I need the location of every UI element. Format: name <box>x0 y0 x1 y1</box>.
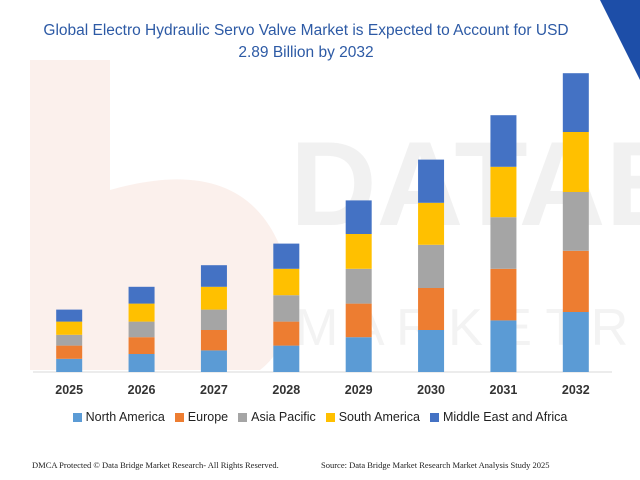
chart-legend: North America Europe Asia Pacific South Ame… <box>0 410 640 424</box>
bar-segment-2029-middle-east-and-africa <box>345 200 372 234</box>
x-tick-label: 2032 <box>562 383 590 397</box>
legend-swatch <box>72 412 82 422</box>
bar-segment-2030-asia-pacific <box>418 244 445 288</box>
bar-segment-2027-south-america <box>200 286 227 310</box>
legend-label: Middle East and Africa <box>443 410 568 424</box>
bar-segment-2029-north-america <box>345 337 372 372</box>
bar-segment-2032-europe <box>562 250 589 312</box>
legend-swatch <box>430 412 440 422</box>
legend-item: Europe <box>174 410 229 424</box>
bar-segment-2031-asia-pacific <box>490 217 517 269</box>
legend-item: Middle East and Africa <box>430 410 567 424</box>
bar-segment-2025-asia-pacific <box>56 334 83 346</box>
legend-label: Asia Pacific <box>251 410 316 424</box>
bar-segment-2030-south-america <box>418 202 445 245</box>
bar-segment-2026-middle-east-and-africa <box>128 286 155 304</box>
bar-segment-2026-europe <box>128 337 155 354</box>
x-tick-label: 2027 <box>200 383 228 397</box>
bar-segment-2026-north-america <box>128 354 155 372</box>
legend-swatch <box>325 412 335 422</box>
bar-segment-2025-europe <box>56 345 83 359</box>
chart-title: Global Electro Hydraulic Servo Valve Mar… <box>0 20 612 64</box>
legend-item: North America <box>72 410 165 424</box>
bar-segment-2032-north-america <box>562 312 589 372</box>
bar-segment-2030-middle-east-and-africa <box>418 159 445 203</box>
bar-segment-2032-middle-east-and-africa <box>562 73 589 132</box>
bar-segment-2031-europe <box>490 268 517 321</box>
bar-segment-2025-south-america <box>56 321 83 335</box>
bar-segment-2032-asia-pacific <box>562 192 589 251</box>
footer-copyright: DMCA Protected © Data Bridge Market Rese… <box>32 460 279 470</box>
bar-segment-2026-south-america <box>128 303 155 322</box>
legend-label: Europe <box>187 410 229 424</box>
x-tick-label: 2026 <box>128 383 156 397</box>
legend-label: South America <box>338 410 421 424</box>
bar-segment-2030-north-america <box>418 330 445 372</box>
legend-label: North America <box>85 410 165 424</box>
x-tick-label: 2031 <box>490 383 518 397</box>
bar-segment-2027-europe <box>200 330 227 351</box>
bar-segment-2031-south-america <box>490 166 517 218</box>
bar-segment-2027-asia-pacific <box>200 309 227 330</box>
footer-source: Source: Data Bridge Market Research Mark… <box>321 460 550 470</box>
bar-segment-2028-south-america <box>273 268 300 296</box>
legend-item: South America <box>325 410 421 424</box>
legend-item: Asia Pacific <box>238 410 316 424</box>
x-tick-label: 2028 <box>272 383 300 397</box>
bar-segment-2031-north-america <box>490 320 517 372</box>
x-tick-label: 2029 <box>345 383 373 397</box>
bar-segment-2028-europe <box>273 321 300 346</box>
bar-segment-2025-middle-east-and-africa <box>56 309 83 322</box>
legend-swatch <box>174 412 184 422</box>
chart-title-line-1: Global Electro Hydraulic Servo Valve Mar… <box>43 22 569 39</box>
bar-segment-2029-asia-pacific <box>345 268 372 304</box>
bar-segment-2032-south-america <box>562 132 589 192</box>
bar-segment-2025-north-america <box>56 358 83 372</box>
bar-segment-2029-europe <box>345 303 372 338</box>
bar-segment-2026-asia-pacific <box>128 321 155 338</box>
x-tick-label: 2030 <box>417 383 445 397</box>
chart-title-line-2: 2.89 Billion by 2032 <box>238 44 374 61</box>
bar-segment-2027-middle-east-and-africa <box>200 265 227 287</box>
bar-segment-2030-europe <box>418 288 445 330</box>
bar-segment-2028-north-america <box>273 345 300 372</box>
x-tick-label: 2025 <box>55 383 83 397</box>
bar-segment-2031-middle-east-and-africa <box>490 115 517 167</box>
bar-segment-2028-middle-east-and-africa <box>273 243 300 269</box>
bar-segment-2028-asia-pacific <box>273 295 300 322</box>
bar-segment-2027-north-america <box>200 350 227 372</box>
bar-segment-2029-south-america <box>345 234 372 269</box>
legend-swatch <box>238 412 248 422</box>
